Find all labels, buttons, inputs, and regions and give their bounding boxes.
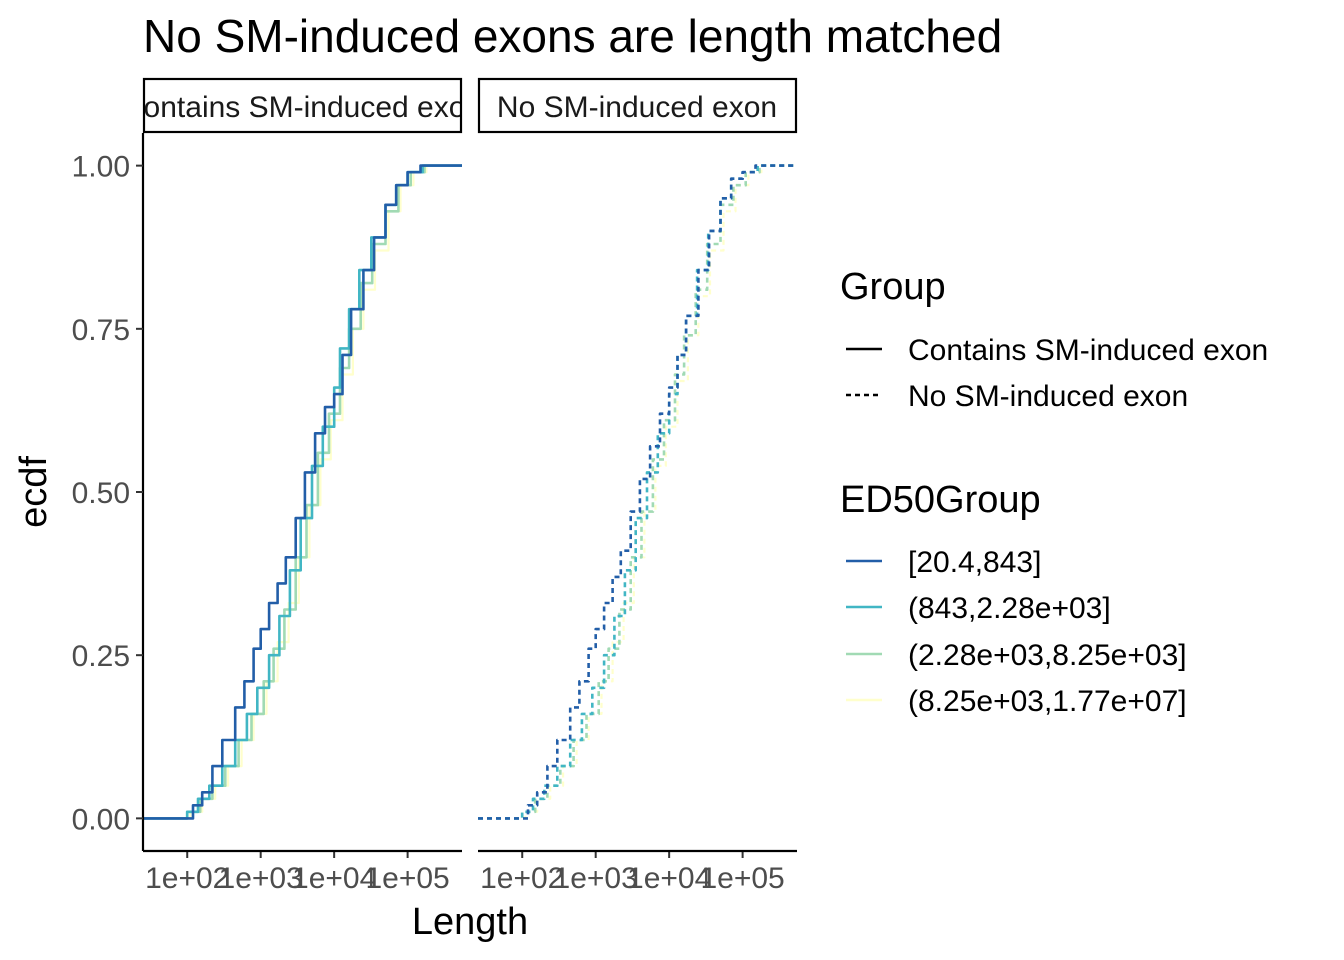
legend-label: (2.28e+03,8.25e+03] [908, 639, 1187, 672]
x-tick-label: 1e+02 [480, 862, 564, 895]
series-lines [143, 164, 462, 820]
x-tick-label: 1e+03 [554, 862, 638, 895]
y-tick-label: 0.00 [72, 803, 130, 836]
x-tick-label: 1e+02 [145, 862, 229, 895]
legend-group: Group Contains SM-induced exon No SM-ind… [840, 266, 1268, 413]
legend-title-group: Group [840, 266, 946, 308]
strip-label: Contains SM-induced exon [122, 91, 482, 124]
strip-box [477, 77, 798, 134]
ecdf-line [478, 164, 797, 820]
strip-box [142, 77, 463, 134]
x-tick-label: 1e+05 [700, 862, 784, 895]
ecdf-line [143, 164, 462, 820]
y-tick-label: 1.00 [72, 151, 130, 184]
panel-contains: Contains SM-induced exon 1e+021e+031e+04… [122, 77, 482, 895]
y-axis-ticks: 0.00 0.25 0.50 0.75 1.00 [72, 151, 143, 836]
x-tick-label: 1e+03 [219, 862, 303, 895]
legend-label: (8.25e+03,1.77e+07] [908, 685, 1187, 718]
legend-title-ed50: ED50Group [840, 479, 1041, 521]
strip-label: No SM-induced exon [497, 91, 777, 124]
y-axis-title: ecdf [13, 456, 55, 528]
x-tick-label: 1e+05 [365, 862, 449, 895]
ecdf-line [143, 164, 462, 820]
ecdf-line [478, 164, 797, 820]
ecdf-line [478, 164, 797, 820]
legend-label: Contains SM-induced exon [908, 334, 1268, 367]
legend-label: (843,2.28e+03] [908, 592, 1111, 625]
x-axis-title: Length [412, 901, 528, 943]
series-lines [478, 164, 797, 820]
ecdf-line [478, 164, 797, 820]
x-tick-label: 1e+04 [627, 862, 711, 895]
legend-ed50: ED50Group [20.4,843] (843,2.28e+03] (2.2… [840, 479, 1187, 718]
x-tick-label: 1e+04 [292, 862, 376, 895]
chart-title: No SM-induced exons are length matched [143, 10, 1002, 62]
y-tick-label: 0.75 [72, 314, 130, 347]
ecdf-line [143, 164, 462, 820]
y-tick-label: 0.50 [72, 477, 130, 510]
ecdf-line [143, 164, 462, 820]
legend-label: No SM-induced exon [908, 380, 1188, 413]
legend-label: [20.4,843] [908, 546, 1041, 579]
y-tick-label: 0.25 [72, 640, 130, 673]
